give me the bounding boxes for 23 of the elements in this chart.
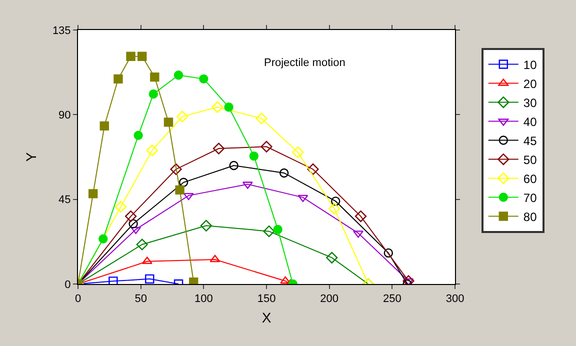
x-tick-label: 150 <box>257 293 276 306</box>
legend-label: 10 <box>523 58 538 72</box>
legend-label: 45 <box>523 134 538 148</box>
y-tick-label: 90 <box>58 110 71 122</box>
x-tick-label: 100 <box>194 293 213 306</box>
legend-label: 70 <box>523 190 538 205</box>
x-tick-label: 200 <box>320 293 339 306</box>
legend-label: 20 <box>523 76 538 91</box>
x-tick-label: 250 <box>382 293 402 306</box>
x-tick-label: 50 <box>134 293 147 306</box>
x-tick-label: 0 <box>74 293 82 306</box>
legend-label: 50 <box>523 152 538 167</box>
legend-label: 40 <box>523 114 538 129</box>
text: Projectile motion <box>264 57 346 69</box>
y-tick-label: 135 <box>52 24 71 37</box>
legend-label: 30 <box>523 96 538 110</box>
y-tick-label: 45 <box>58 194 71 206</box>
x-axis-title: X <box>262 310 272 326</box>
y-tick-label: 0 <box>64 278 71 291</box>
legend-label: 80 <box>523 210 538 224</box>
x-tick-label: 300 <box>446 293 464 306</box>
legend-label: 60 <box>523 172 538 186</box>
y-axis-title: Y <box>23 152 40 162</box>
